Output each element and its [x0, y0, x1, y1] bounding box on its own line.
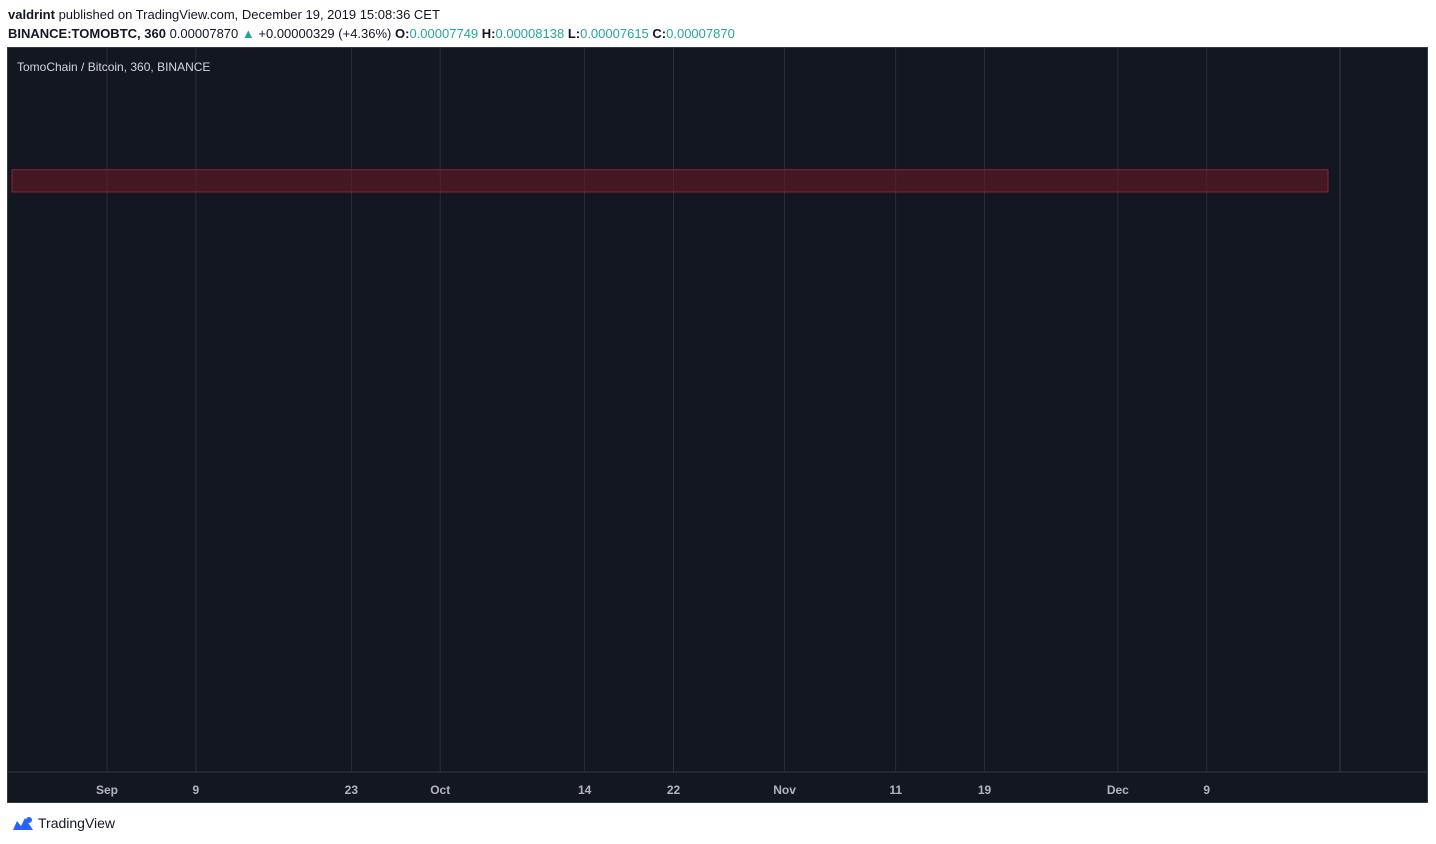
- time-tick-label: 11: [889, 783, 902, 797]
- time-tick-label: Sep: [96, 783, 118, 797]
- grid-lines: [106, 47, 1208, 772]
- symbol-label[interactable]: BINANCE:TOMOBTC, 360: [8, 26, 166, 41]
- footer: TradingView: [0, 803, 1436, 844]
- candlestick-chart[interactable]: TomoChain / Bitcoin, 360, BINANCE 0.0000…: [7, 47, 1428, 803]
- time-tick-label: 9: [1203, 783, 1210, 797]
- resistance-zone: [11, 169, 1329, 193]
- open-label: O:: [395, 26, 410, 41]
- time-tick-label: Dec: [1107, 783, 1129, 797]
- publish-info: valdrint published on TradingView.com, D…: [8, 7, 440, 22]
- close-label: C:: [652, 26, 667, 41]
- time-tick-label: 23: [345, 783, 359, 797]
- high-value: 0.00008138: [495, 26, 565, 41]
- high-label: H:: [481, 26, 496, 41]
- author-link[interactable]: valdrint: [8, 7, 55, 22]
- time-tick-label: 22: [667, 783, 681, 797]
- tradingview-brand: TradingView: [38, 815, 116, 831]
- ohlc-legend: BINANCE:TOMOBTC, 360 0.00007870 ▲ +0.000…: [8, 26, 735, 41]
- change-arrow-icon: ▲: [241, 26, 255, 41]
- close-value: 0.00007870: [666, 26, 735, 41]
- chart-title: TomoChain / Bitcoin, 360, BINANCE: [17, 60, 210, 74]
- open-value: 0.00007749: [409, 26, 479, 41]
- tradingview-logo[interactable]: TradingView: [8, 815, 115, 831]
- time-tick-label: 14: [578, 783, 592, 797]
- time-tick-label: 9: [192, 783, 199, 797]
- publish-text: published on TradingView.com, December 1…: [54, 7, 440, 22]
- low-label: L:: [567, 26, 581, 41]
- time-tick-label: 19: [978, 783, 992, 797]
- price-change: +0.00000329 (+4.36%): [258, 26, 392, 41]
- chart-header: valdrint published on TradingView.com, D…: [0, 0, 1436, 46]
- time-tick-label: Oct: [430, 783, 450, 797]
- last-price: 0.00007870: [169, 26, 239, 41]
- time-tick-label: Nov: [773, 783, 796, 797]
- low-value: 0.00007615: [580, 26, 649, 41]
- time-axis[interactable]: Sep 9 23 Oct 14 22 Nov 11 19 Dec 9: [96, 783, 1210, 797]
- tradingview-cloud-icon: [13, 817, 33, 830]
